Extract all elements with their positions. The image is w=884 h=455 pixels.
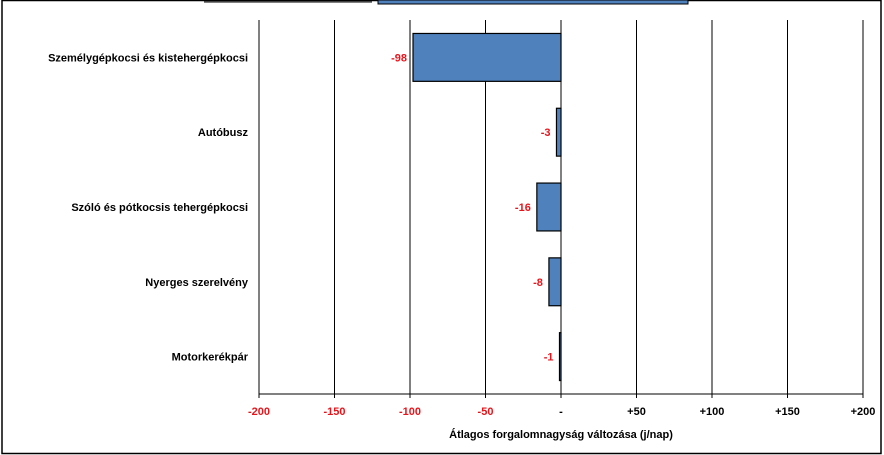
x-tick-label: +150: [775, 406, 800, 418]
category-label: Autóbusz: [198, 127, 249, 139]
x-tick-label: +50: [627, 406, 646, 418]
x-tick-label: -: [559, 406, 563, 418]
category-label: Motorkerékpár: [172, 352, 249, 364]
bar: [558, 332, 562, 382]
category-label: Szóló és pótkocsis tehergépkocsi: [71, 202, 248, 214]
x-tick-label: -100: [399, 406, 421, 418]
category-label: Személygépkocsi és kistehergépkocsi: [48, 52, 248, 64]
plot-area: -200 -150 -100 -50 - +50 +100 +150 +200 Személygé…: [48, 20, 875, 418]
x-tick-label: -200: [248, 406, 270, 418]
x-tick-label: +100: [700, 406, 725, 418]
category-label: Nyerges szerelvény: [145, 277, 249, 289]
data-label: -8: [533, 277, 543, 289]
data-label: -1: [544, 352, 554, 364]
bar: [536, 182, 562, 232]
bar: [412, 32, 562, 82]
bar: [548, 257, 562, 307]
legend-box: [377, 0, 689, 5]
data-label: -16: [515, 202, 531, 214]
x-tick-label: +200: [851, 406, 876, 418]
x-tick-label: -50: [478, 406, 494, 418]
x-tick-label: -150: [323, 406, 345, 418]
data-label: -98: [391, 52, 407, 64]
bar: [555, 107, 562, 157]
x-axis-title: Átlagos forgalomnagyság változása (j/nap…: [449, 428, 673, 441]
data-label: -3: [541, 127, 551, 139]
